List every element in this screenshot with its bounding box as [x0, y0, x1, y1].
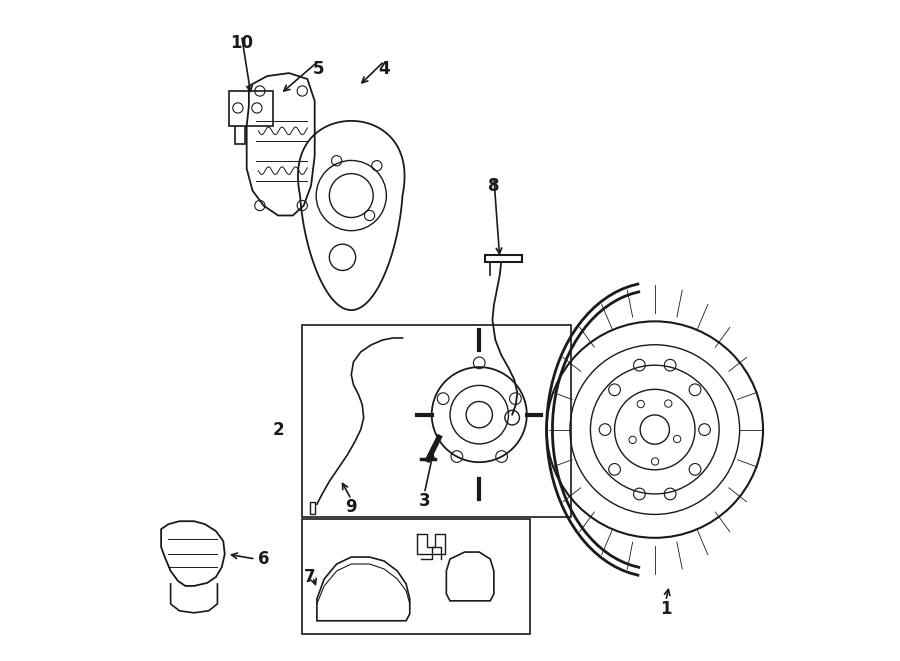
- Text: 7: 7: [304, 568, 315, 586]
- Text: 1: 1: [660, 600, 671, 618]
- Bar: [302, 519, 530, 634]
- Text: 6: 6: [257, 550, 269, 568]
- Text: 8: 8: [488, 176, 500, 194]
- Bar: [302, 325, 571, 517]
- Text: 5: 5: [312, 60, 324, 78]
- Text: 3: 3: [418, 492, 430, 510]
- Bar: [230, 91, 273, 126]
- Text: 4: 4: [378, 60, 390, 78]
- Text: 9: 9: [346, 498, 357, 516]
- Text: 10: 10: [230, 34, 253, 52]
- Text: 2: 2: [273, 420, 284, 439]
